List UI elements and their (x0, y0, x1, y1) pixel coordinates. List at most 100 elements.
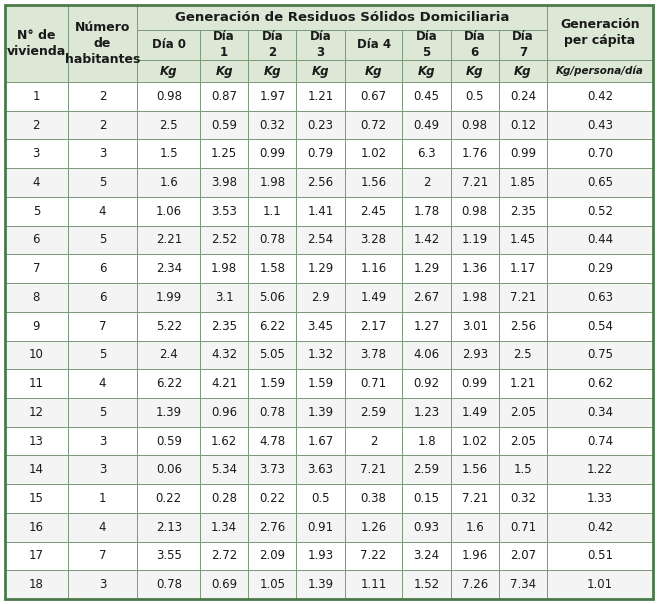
Bar (5, 111, 68, 140)
Bar (68, 312, 138, 341)
Text: 2.72: 2.72 (211, 550, 238, 562)
Bar (451, 513, 499, 542)
Bar (248, 254, 297, 283)
Bar (68, 455, 138, 484)
Bar (5, 226, 68, 254)
Bar (5, 398, 68, 426)
Text: 1.34: 1.34 (211, 521, 238, 534)
Text: 1.41: 1.41 (307, 205, 334, 218)
Text: 0.45: 0.45 (414, 90, 440, 103)
Bar (345, 455, 403, 484)
Text: 0.91: 0.91 (307, 521, 334, 534)
Text: 0.5: 0.5 (311, 492, 330, 505)
Bar (200, 455, 248, 484)
Text: 1.5: 1.5 (159, 147, 178, 160)
Text: 1.29: 1.29 (307, 262, 334, 275)
Text: 1.56: 1.56 (361, 176, 387, 189)
Text: 1.62: 1.62 (211, 434, 238, 448)
Bar (403, 484, 451, 513)
Bar (403, 426, 451, 455)
Text: Día
5: Día 5 (416, 30, 438, 60)
Bar (451, 542, 499, 570)
Text: 1.19: 1.19 (462, 234, 488, 246)
Text: 3: 3 (99, 463, 106, 476)
Bar (68, 426, 138, 455)
Text: 4: 4 (99, 521, 107, 534)
Bar (248, 570, 297, 599)
Text: 5: 5 (99, 176, 106, 189)
Bar (403, 455, 451, 484)
Bar (248, 369, 297, 398)
Text: 3.98: 3.98 (211, 176, 238, 189)
Bar (5, 513, 68, 542)
Bar (200, 283, 248, 312)
Bar (138, 570, 200, 599)
Text: 1.25: 1.25 (211, 147, 238, 160)
Text: 0.79: 0.79 (307, 147, 334, 160)
Text: 2.5: 2.5 (159, 118, 178, 132)
Text: 0.28: 0.28 (211, 492, 238, 505)
Bar (248, 455, 297, 484)
Bar (297, 542, 345, 570)
Text: 1.02: 1.02 (361, 147, 387, 160)
Text: 3.45: 3.45 (307, 320, 334, 333)
Bar (68, 283, 138, 312)
Bar (138, 455, 200, 484)
Bar (200, 369, 248, 398)
Text: 2.34: 2.34 (156, 262, 182, 275)
Text: 1.98: 1.98 (259, 176, 286, 189)
Bar (68, 570, 138, 599)
Bar (547, 254, 653, 283)
Bar (499, 111, 547, 140)
Bar (200, 197, 248, 226)
Text: 1.59: 1.59 (307, 377, 334, 390)
Text: 7: 7 (99, 550, 107, 562)
Text: Kg: Kg (312, 65, 329, 77)
Bar (138, 341, 200, 369)
Text: 0.99: 0.99 (462, 377, 488, 390)
Bar (248, 226, 297, 254)
Text: 4.21: 4.21 (211, 377, 238, 390)
Text: 0.72: 0.72 (361, 118, 387, 132)
Text: 7.21: 7.21 (462, 176, 488, 189)
Bar (547, 5, 653, 60)
Text: 6: 6 (99, 291, 107, 304)
Text: Generación
per cápita: Generación per cápita (560, 18, 640, 47)
Text: 0.67: 0.67 (361, 90, 387, 103)
Text: 0.74: 0.74 (587, 434, 613, 448)
Bar (248, 484, 297, 513)
Bar (200, 254, 248, 283)
Text: 0.15: 0.15 (414, 492, 440, 505)
Text: N° de
vivienda: N° de vivienda (7, 29, 66, 58)
Text: 4: 4 (99, 205, 107, 218)
Bar (138, 542, 200, 570)
Bar (297, 426, 345, 455)
Bar (345, 513, 403, 542)
Text: 0.87: 0.87 (211, 90, 238, 103)
Text: 0.22: 0.22 (259, 492, 286, 505)
Bar (68, 197, 138, 226)
Text: 2.56: 2.56 (307, 176, 334, 189)
Bar (547, 570, 653, 599)
Text: 2.52: 2.52 (211, 234, 238, 246)
Text: 5.05: 5.05 (259, 349, 286, 361)
Bar (403, 369, 451, 398)
Bar (297, 398, 345, 426)
Bar (200, 226, 248, 254)
Text: 0.29: 0.29 (587, 262, 613, 275)
Bar (68, 513, 138, 542)
Bar (499, 542, 547, 570)
Bar (138, 426, 200, 455)
Text: 1.6: 1.6 (465, 521, 484, 534)
Text: 1.26: 1.26 (361, 521, 387, 534)
Bar (5, 426, 68, 455)
Bar (248, 168, 297, 197)
Bar (499, 312, 547, 341)
Bar (345, 82, 403, 111)
Bar (68, 111, 138, 140)
Bar (499, 455, 547, 484)
Bar (297, 484, 345, 513)
Text: 2.45: 2.45 (361, 205, 387, 218)
Bar (451, 312, 499, 341)
Text: 0.78: 0.78 (156, 578, 182, 591)
